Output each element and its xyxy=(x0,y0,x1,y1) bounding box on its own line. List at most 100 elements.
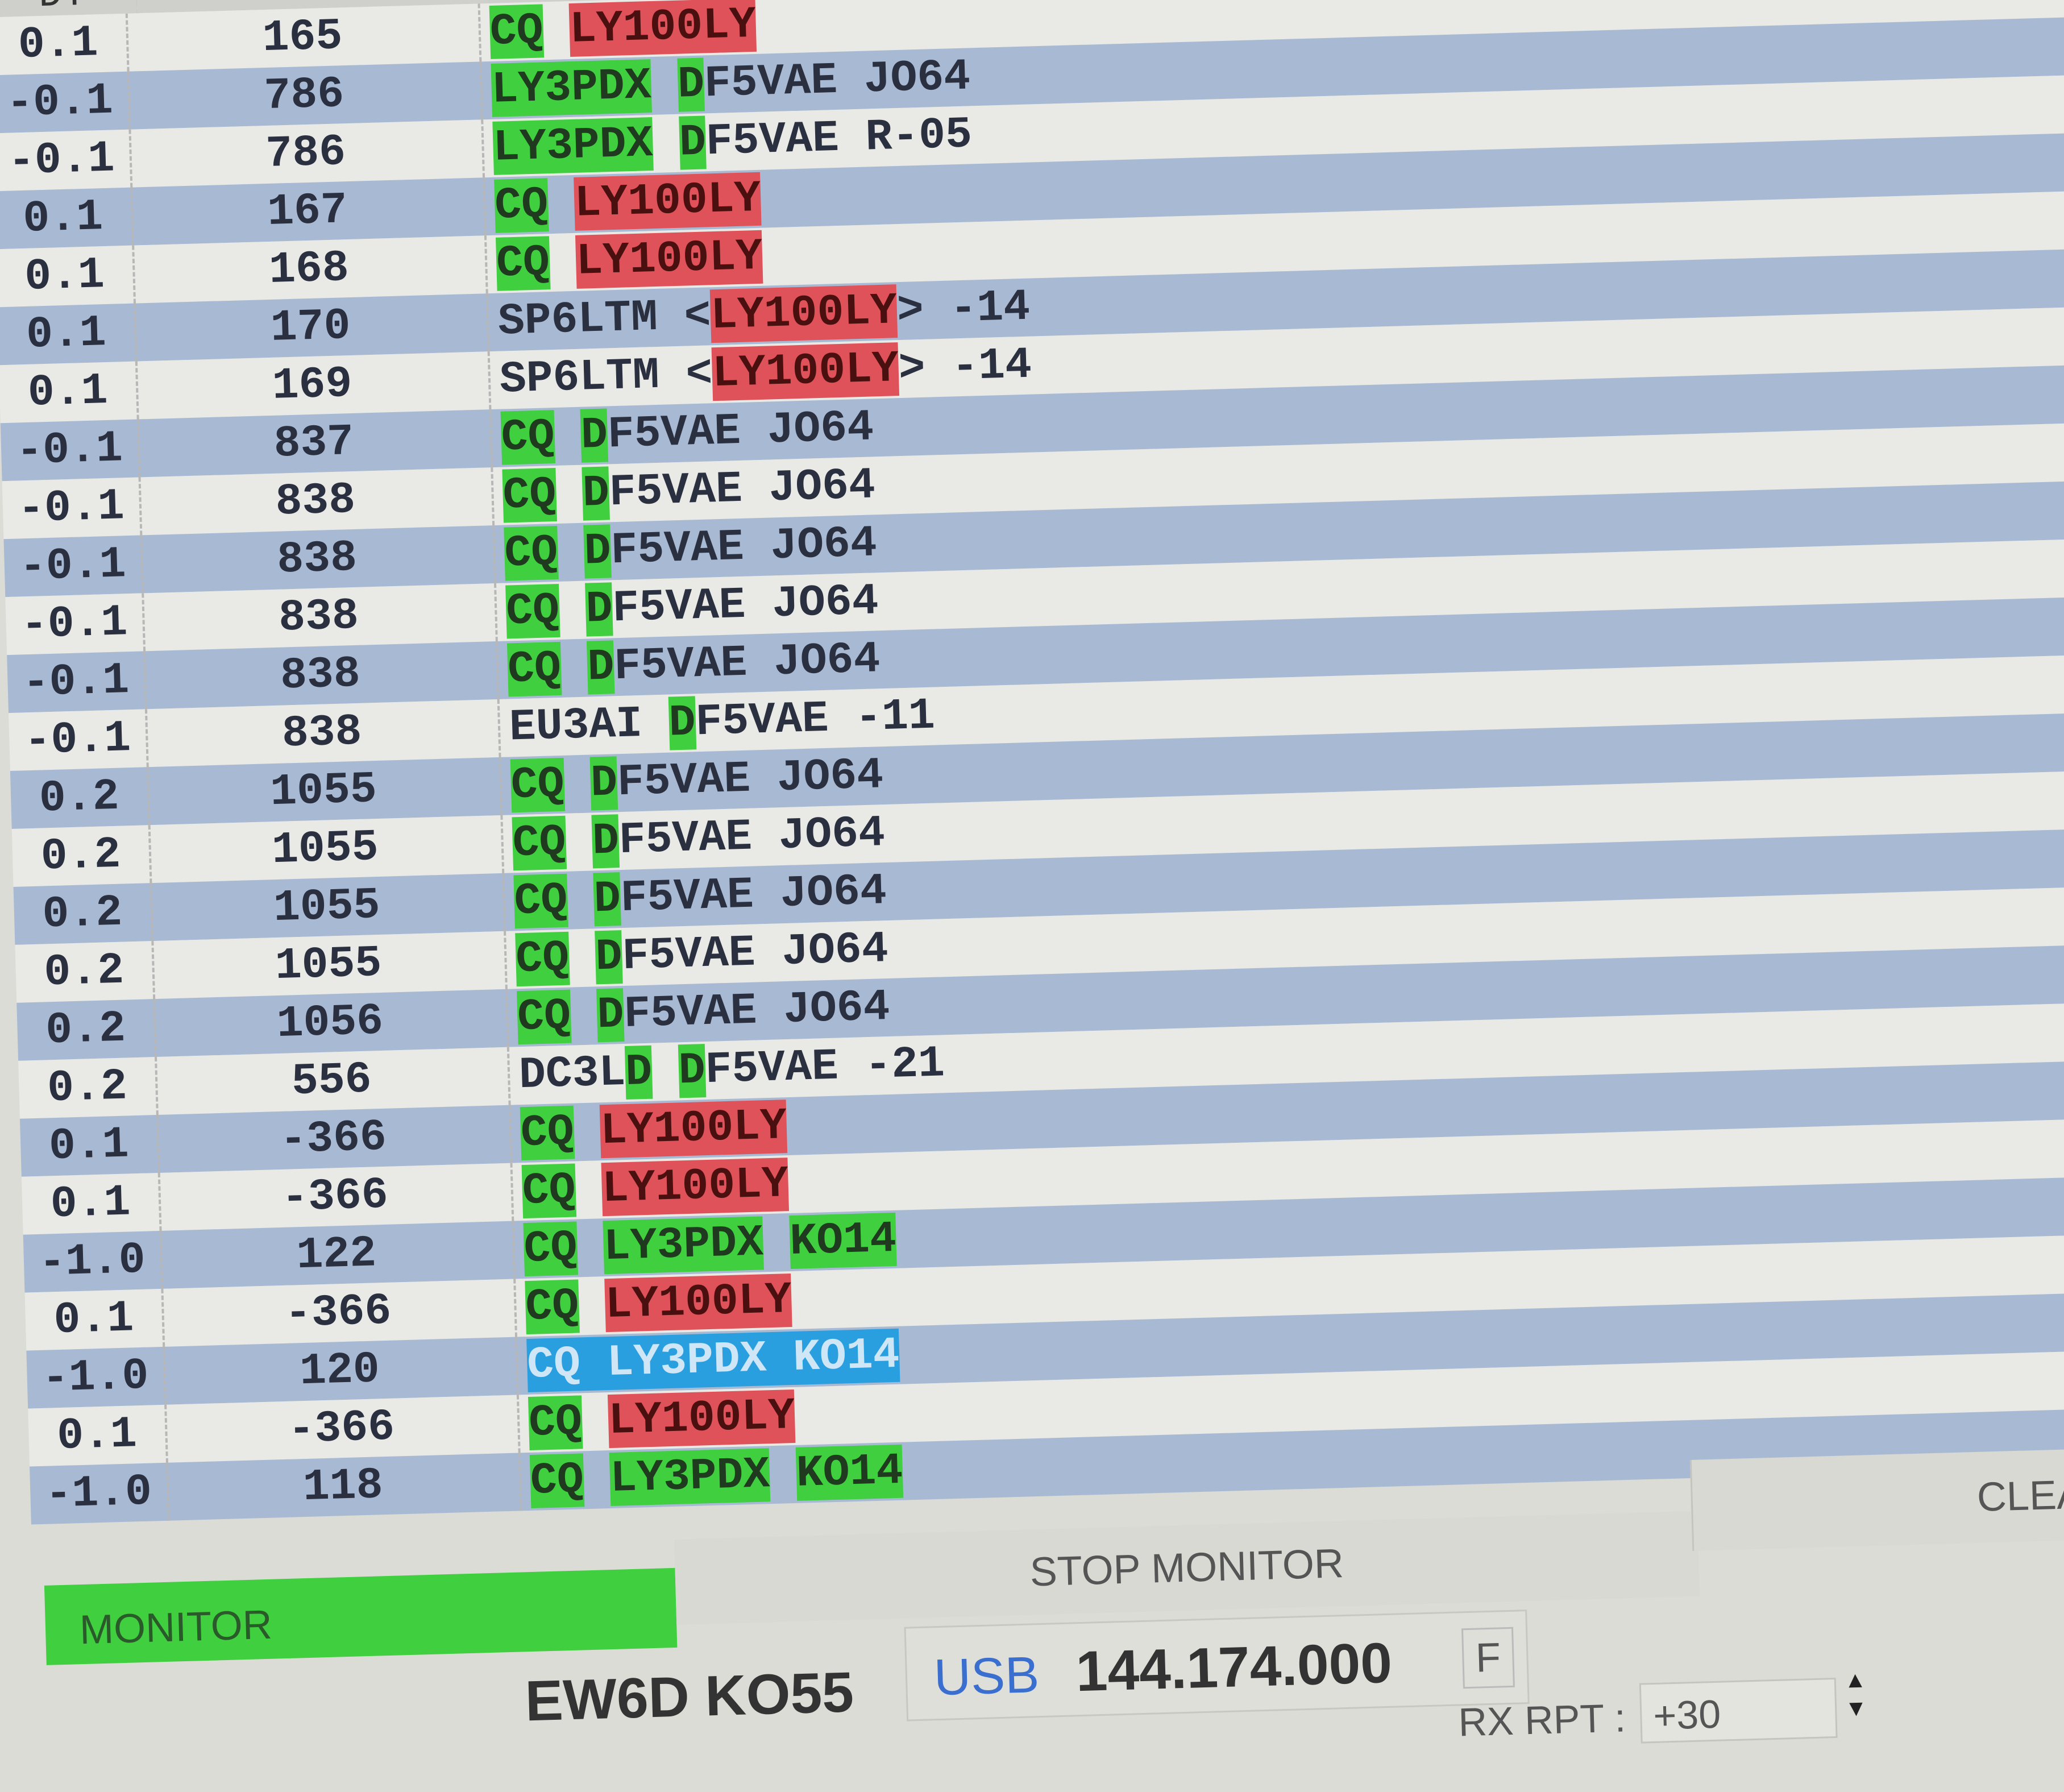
message-text xyxy=(568,931,596,985)
selected-message: CQ LY3PDX KO14 xyxy=(526,1328,900,1393)
df-cell: 122 xyxy=(159,1221,516,1289)
df-cell: 165 xyxy=(125,3,482,72)
message-text: SP6LTM < xyxy=(499,349,713,405)
highlight-green: CQ xyxy=(515,931,570,987)
highlight-green: LY3PDX xyxy=(609,1448,771,1507)
highlight-green: CQ xyxy=(496,236,551,291)
message-text: F5VAE JO64 xyxy=(620,866,887,924)
message-cell[interactable]: CQ DF5VAE JO64 xyxy=(515,920,889,989)
highlight-green: D xyxy=(593,872,622,927)
message-text: SP6LTM < xyxy=(497,291,712,347)
highlight-green: CQ xyxy=(513,873,568,929)
dt-cell: 0.2 xyxy=(15,941,156,1003)
highlight-green: D xyxy=(678,115,707,170)
highlight-green: LY3PDX xyxy=(491,59,652,117)
dt-cell: -0.1 xyxy=(2,477,143,540)
clear-button[interactable]: CLEAR xyxy=(1689,1448,2064,1551)
message-text xyxy=(554,409,582,463)
message-text: > -14 xyxy=(898,340,1033,395)
df-cell: 838 xyxy=(138,467,495,536)
f-button[interactable]: F xyxy=(1461,1627,1515,1689)
message-text xyxy=(565,815,593,869)
highlight-green: D xyxy=(582,466,611,521)
message-text xyxy=(650,59,678,113)
highlight-green: CQ xyxy=(506,641,562,697)
message-text: F5VAE JO64 xyxy=(618,808,886,866)
message-text: F5VAE JO64 xyxy=(613,634,881,692)
message-cell[interactable]: CQ LY100LY xyxy=(489,0,757,61)
df-cell: 120 xyxy=(163,1337,519,1405)
highlight-green: LY3PDX xyxy=(492,117,654,175)
frequency-display[interactable]: 144.174.000 xyxy=(1075,1631,1393,1704)
highlight-green: D xyxy=(590,756,618,811)
message-cell[interactable]: CQ DF5VAE JO64 xyxy=(500,399,874,467)
message-text: F5VAE JO64 xyxy=(623,982,891,1040)
message-text: F5VAE -21 xyxy=(704,1039,946,1096)
spin-down-icon[interactable]: ▼ xyxy=(1844,1695,1868,1722)
message-text: F5VAE JO64 xyxy=(610,518,878,576)
highlight-green: CQ xyxy=(489,4,544,59)
message-cell[interactable]: CQ LY100LY xyxy=(525,1271,792,1337)
message-text: F5VAE -11 xyxy=(695,691,936,748)
message-cell[interactable]: CQ LY100LY xyxy=(494,170,762,235)
rx-rpt-spinner[interactable]: ▲ ▼ xyxy=(1838,1665,1874,1723)
message-cell[interactable]: CQ LY100LY xyxy=(520,1097,788,1163)
df-cell: 170 xyxy=(133,293,490,362)
message-cell[interactable]: CQ LY100LY xyxy=(521,1155,790,1221)
highlight-green: CQ xyxy=(512,815,567,871)
message-cell[interactable]: CQ DF5VAE JO64 xyxy=(502,457,876,525)
highlight-green: KO14 xyxy=(789,1212,898,1270)
spin-up-icon[interactable]: ▲ xyxy=(1843,1667,1867,1693)
dt-cell: -0.1 xyxy=(3,535,144,598)
message-text: DC3L xyxy=(518,1048,626,1101)
highlight-green: CQ xyxy=(505,583,560,639)
message-cell[interactable]: CQ DF5VAE JO64 xyxy=(505,573,879,641)
df-cell: 1055 xyxy=(148,815,505,883)
highlight-green: LY3PDX xyxy=(603,1216,765,1275)
message-text xyxy=(573,1105,601,1159)
message-cell[interactable]: CQ DF5VAE JO64 xyxy=(512,804,886,873)
message-text xyxy=(547,177,575,231)
dt-cell: -0.1 xyxy=(5,593,146,656)
dt-cell: 0.2 xyxy=(16,999,157,1061)
dt-cell: -0.1 xyxy=(0,71,131,134)
dt-cell: 0.1 xyxy=(28,1404,168,1467)
message-cell[interactable]: CQ LY100LY xyxy=(528,1387,796,1453)
highlight-green: KO14 xyxy=(795,1444,904,1501)
highlight-green: CQ xyxy=(502,468,557,523)
mode-label[interactable]: USB xyxy=(933,1646,1040,1707)
df-cell: 167 xyxy=(130,177,487,246)
message-cell[interactable]: CQ LY3PDX KO14 xyxy=(529,1442,904,1511)
stop-monitor-button[interactable]: STOP MONITOR xyxy=(674,1511,1700,1625)
df-cell: 168 xyxy=(132,235,488,304)
df-cell: 169 xyxy=(135,351,492,420)
rx-rpt-input[interactable]: +30 xyxy=(1639,1677,1838,1744)
highlight-green: CQ xyxy=(528,1395,583,1450)
message-cell[interactable]: CQ LY3PDX KO14 xyxy=(526,1326,900,1395)
message-cell[interactable]: CQ DF5VAE JO64 xyxy=(513,862,887,931)
message-cell[interactable]: CQ DF5VAE JO64 xyxy=(506,630,881,699)
message-cell[interactable]: CQ DF5VAE JO64 xyxy=(517,978,891,1047)
message-cell[interactable]: CQ DF5VAE JO64 xyxy=(510,746,884,815)
dt-cell: -1.0 xyxy=(26,1346,167,1409)
dt-cell: 0.1 xyxy=(24,1288,165,1351)
dt-cell: 0.1 xyxy=(0,303,138,366)
dt-cell: 0.1 xyxy=(0,13,130,76)
df-cell: -366 xyxy=(161,1279,518,1347)
message-cell[interactable]: CQ DF5VAE JO64 xyxy=(504,515,878,583)
highlight-green: CQ xyxy=(500,410,555,465)
message-cell[interactable]: CQ LY3PDX KO14 xyxy=(523,1210,898,1279)
df-cell: 838 xyxy=(140,525,496,594)
message-cell[interactable]: CQ LY100LY xyxy=(496,228,763,293)
monitor-button[interactable]: MONITOR xyxy=(44,1567,678,1665)
dt-cell: 0.1 xyxy=(0,187,135,250)
df-cell: 556 xyxy=(155,1047,511,1115)
message-text xyxy=(563,757,591,811)
df-cell: 786 xyxy=(127,61,484,130)
highlight-green: D xyxy=(583,524,612,579)
decode-list[interactable]: 0.1 165 CQ LY100LY -0.1 786 LY3PDX DF5VAE JO6… xyxy=(0,0,2064,1525)
dt-cell: 0.2 xyxy=(10,767,151,829)
message-text: > -14 xyxy=(896,282,1031,337)
message-text xyxy=(652,117,680,171)
